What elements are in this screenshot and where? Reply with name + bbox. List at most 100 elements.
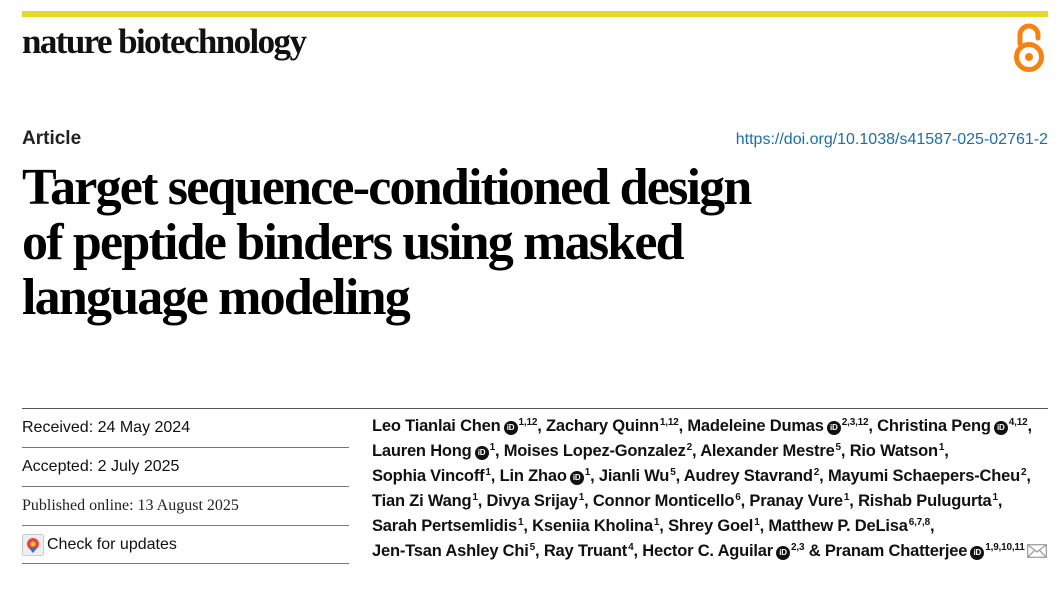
author-entry: Madeleine Dumas iD 2,3,12, <box>687 417 873 435</box>
author-affiliation[interactable]: 2 <box>686 442 693 453</box>
author-affiliation[interactable]: 6,7,8 <box>908 517 930 528</box>
author-name[interactable]: Audrey Stavrand <box>683 467 813 485</box>
author-name[interactable]: Pranam Chatterjee <box>824 542 968 560</box>
journal-name[interactable]: nature biotechnology <box>22 22 307 61</box>
author-entry: Rio Watson1, <box>849 442 949 460</box>
author-affiliation[interactable]: 1,9,10,11 <box>985 542 1025 553</box>
author-name[interactable]: Jianli Wu <box>598 467 670 485</box>
author-affiliation[interactable]: 2,3,12 <box>841 417 869 428</box>
title-line: of peptide binders using masked <box>22 214 685 271</box>
author-name[interactable]: Divya Srijay <box>486 492 578 510</box>
orcid-icon[interactable]: iD <box>503 421 518 435</box>
author-affiliation[interactable]: 1 <box>485 467 491 478</box>
author-entry: & Pranam Chatterjee iD 1,9,10,11 <box>809 542 1047 560</box>
author-entry: Ray Truant4, <box>543 542 638 560</box>
author-affiliation[interactable]: 1 <box>843 492 850 503</box>
title-line: Target sequence-conditioned design <box>22 159 752 216</box>
published-date: Published online: 13 August 2025 <box>22 487 349 526</box>
author-name[interactable]: Matthew P. DeLisa <box>768 517 908 535</box>
orcid-icon[interactable]: iD <box>970 546 985 560</box>
article-type: Article <box>22 128 82 149</box>
article-dates: Received: 24 May 2024 Accepted: 2 July 2… <box>22 409 349 564</box>
author-affiliation[interactable]: 4 <box>628 542 634 553</box>
author-entry: Zachary Quinn1,12, <box>545 417 683 435</box>
author-affiliation[interactable]: 1 <box>992 492 998 503</box>
author-name[interactable]: Kseniia Kholina <box>532 517 653 535</box>
author-name[interactable]: Alexander Mestre <box>700 442 835 460</box>
author-affiliation[interactable]: 4,12 <box>1008 417 1028 428</box>
received-date: Received: 24 May 2024 <box>22 409 349 448</box>
check-for-updates-label: Check for updates <box>47 535 177 553</box>
author-name[interactable]: Pranay Vure <box>749 492 843 510</box>
author-name[interactable]: Christina Peng <box>877 417 991 435</box>
author-name[interactable]: Madeleine Dumas <box>687 417 824 435</box>
author-entry: Kseniia Kholina1, <box>532 517 664 535</box>
journal-top-bar <box>22 11 1048 17</box>
author-affiliation[interactable]: 1 <box>754 517 760 528</box>
author-entry: Rishab Pulugurta1, <box>858 492 1003 510</box>
author-affiliation[interactable]: 5 <box>835 442 842 453</box>
author-entry: Mayumi Schaepers-Cheu2, <box>827 467 1031 485</box>
author-name[interactable]: Mayumi Schaepers-Cheu <box>827 467 1020 485</box>
author-entry: Tian Zi Wang1, <box>372 492 483 510</box>
author-entry: Hector C. Aguilar iD 2,3 <box>642 542 805 560</box>
author-affiliation[interactable]: 1 <box>517 517 524 528</box>
author-affiliation[interactable]: 5 <box>670 467 676 478</box>
author-entry: Jianli Wu5, <box>598 467 680 485</box>
accepted-date: Accepted: 2 July 2025 <box>22 448 349 487</box>
check-for-updates-icon <box>22 533 44 556</box>
author-name[interactable]: Moises Lopez-Gonzalez <box>503 442 686 460</box>
author-list: Leo Tianlai Chen iD 1,12, Zachary Quinn1,1… <box>372 414 1048 564</box>
author-name[interactable]: Sophia Vincoff <box>372 467 485 485</box>
author-entry: Christina Peng iD 4,12, <box>877 417 1032 435</box>
doi-link[interactable]: https://doi.org/10.1038/s41587-025-02761… <box>735 131 1048 148</box>
author-affiliation[interactable]: 2 <box>813 467 820 478</box>
author-name[interactable]: Rishab Pulugurta <box>858 492 992 510</box>
author-entry: Jen-Tsan Ashley Chi5, <box>372 542 540 560</box>
author-entry: Divya Srijay1, <box>486 492 589 510</box>
author-affiliation[interactable]: 1,12 <box>659 417 679 428</box>
author-affiliation[interactable]: 5 <box>529 542 536 553</box>
author-name[interactable]: Rio Watson <box>849 442 938 460</box>
author-entry: Lauren Hong iD 1, <box>372 442 500 460</box>
author-entry: Sarah Pertsemlidis1, <box>372 517 528 535</box>
orcid-icon[interactable]: iD <box>826 421 841 435</box>
author-name[interactable]: Sarah Pertsemlidis <box>372 517 517 535</box>
author-name[interactable]: Hector C. Aguilar <box>642 542 774 560</box>
author-affiliation[interactable]: 1 <box>653 517 660 528</box>
author-affiliation[interactable]: 2 <box>1020 467 1027 478</box>
author-entry: Sophia Vincoff1, <box>372 467 496 485</box>
author-name[interactable]: Jen-Tsan Ashley Chi <box>372 542 529 560</box>
author-affiliation[interactable]: 2,3 <box>791 542 805 553</box>
author-entry: Alexander Mestre5, <box>700 442 846 460</box>
author-name[interactable]: Tian Zi Wang <box>372 492 472 510</box>
author-name[interactable]: Lauren Hong <box>372 442 472 460</box>
orcid-icon[interactable]: iD <box>776 546 791 560</box>
orcid-icon[interactable]: iD <box>993 421 1008 435</box>
author-affiliation[interactable]: 1 <box>489 442 496 453</box>
author-affiliation[interactable]: 1 <box>472 492 478 503</box>
author-affiliation[interactable]: 6 <box>735 492 741 503</box>
author-entry: Connor Monticello6, <box>592 492 746 510</box>
orcid-icon[interactable]: iD <box>569 471 584 485</box>
author-affiliation[interactable]: 1 <box>584 467 591 478</box>
author-name[interactable]: Lin Zhao <box>499 467 567 485</box>
author-entry: Pranay Vure1, <box>749 492 854 510</box>
title-line: language modeling <box>22 269 411 326</box>
author-name[interactable]: Ray Truant <box>543 542 628 560</box>
author-affiliation[interactable]: 1 <box>578 492 585 503</box>
author-entry: Matthew P. DeLisa6,7,8, <box>768 517 935 535</box>
check-for-updates-button[interactable]: Check for updates <box>22 526 349 564</box>
open-access-lock-icon <box>1014 23 1044 72</box>
author-affiliation[interactable]: 1,12 <box>518 417 538 428</box>
author-name[interactable]: Shrey Goel <box>668 517 754 535</box>
author-entry: Leo Tianlai Chen iD 1,12, <box>372 417 542 435</box>
author-entry: Moises Lopez-Gonzalez2, <box>503 442 697 460</box>
author-name[interactable]: Leo Tianlai Chen <box>372 417 501 435</box>
envelope-icon[interactable] <box>1026 544 1047 558</box>
orcid-icon[interactable]: iD <box>474 446 489 460</box>
author-affiliation[interactable]: 1 <box>938 442 945 453</box>
article-title: Target sequence-conditioned design of pe… <box>22 160 922 325</box>
author-name[interactable]: Connor Monticello <box>592 492 735 510</box>
author-name[interactable]: Zachary Quinn <box>545 417 659 435</box>
